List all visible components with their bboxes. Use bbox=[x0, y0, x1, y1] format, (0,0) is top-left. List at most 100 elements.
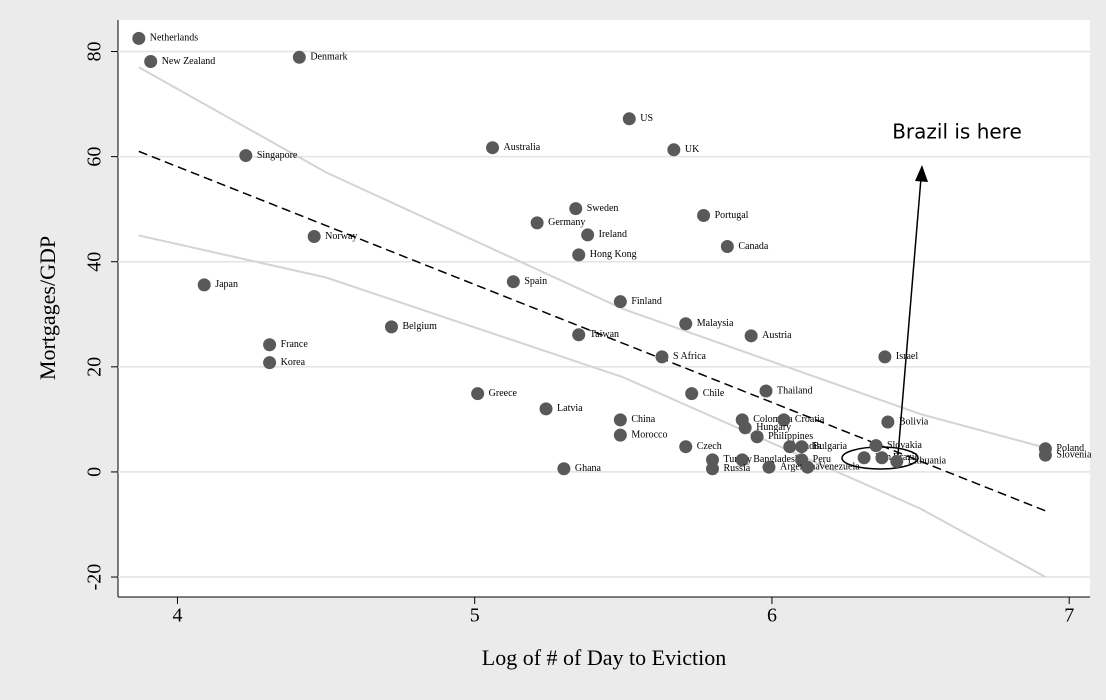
point bbox=[738, 421, 752, 435]
point bbox=[685, 387, 699, 401]
point-label: Japan bbox=[215, 279, 238, 290]
point bbox=[486, 141, 500, 155]
point bbox=[144, 55, 158, 69]
point-label: Singapore bbox=[257, 150, 298, 161]
point-label: Denmark bbox=[310, 52, 347, 63]
point bbox=[697, 208, 711, 222]
point-label: Australia bbox=[504, 142, 541, 153]
annotation: Brazil is here bbox=[892, 120, 1022, 144]
point bbox=[869, 439, 883, 453]
point bbox=[572, 328, 586, 342]
point bbox=[795, 440, 809, 454]
point-label: China bbox=[631, 414, 655, 425]
y-tick-label: 60 bbox=[84, 147, 106, 167]
point bbox=[384, 320, 398, 334]
point-label: Venezuela bbox=[819, 461, 861, 472]
point bbox=[613, 428, 627, 442]
point-label: France bbox=[281, 339, 309, 350]
point bbox=[1038, 448, 1052, 462]
point-label: Poland bbox=[1056, 443, 1084, 454]
point bbox=[705, 462, 719, 476]
point bbox=[613, 413, 627, 427]
point-label: Slovakia bbox=[887, 440, 923, 451]
point-label: New Zealand bbox=[162, 56, 216, 67]
point bbox=[572, 248, 586, 262]
point bbox=[783, 440, 797, 454]
point-label: Philippines bbox=[768, 431, 813, 442]
confidence-band bbox=[138, 234, 1046, 578]
point bbox=[679, 317, 693, 331]
point-label: Canada bbox=[738, 241, 769, 252]
point bbox=[263, 356, 277, 370]
y-tick-label: 40 bbox=[84, 252, 106, 272]
y-tick-label: 20 bbox=[84, 357, 106, 377]
y-axis-label: Mortgages/GDP bbox=[35, 236, 60, 380]
point bbox=[197, 278, 211, 292]
point bbox=[506, 275, 520, 289]
point-label: Greece bbox=[489, 388, 518, 399]
arrow-head bbox=[915, 165, 928, 182]
point bbox=[622, 112, 636, 126]
point-label: Slovenia bbox=[1056, 449, 1092, 460]
point bbox=[530, 216, 544, 230]
point-label: Chile bbox=[703, 388, 725, 399]
point bbox=[744, 329, 758, 343]
point-label: Morocco bbox=[631, 429, 667, 440]
point-label: Argentina bbox=[780, 461, 820, 472]
point-label: Croatia bbox=[795, 414, 825, 425]
confidence-band bbox=[138, 66, 1046, 449]
point-label: Bulgaria bbox=[813, 441, 848, 452]
point bbox=[762, 460, 776, 474]
point-label: Korea bbox=[281, 357, 306, 368]
point bbox=[613, 295, 627, 309]
arrow-shaft bbox=[897, 177, 922, 456]
point bbox=[890, 454, 904, 468]
point bbox=[875, 451, 889, 465]
point bbox=[292, 50, 306, 64]
point-label: Finland bbox=[631, 296, 662, 307]
point-label: Thailand bbox=[777, 385, 813, 396]
x-axis-label: Log of # of Day to Eviction bbox=[482, 645, 726, 670]
plot-area bbox=[118, 20, 1090, 597]
y-tick-label: -20 bbox=[84, 564, 106, 591]
point bbox=[263, 338, 277, 352]
point-label: Peru bbox=[813, 454, 831, 465]
point-label: UK bbox=[685, 144, 700, 155]
point-label: Israel bbox=[896, 351, 918, 362]
x-tick-label: 7 bbox=[1064, 605, 1074, 627]
point bbox=[557, 462, 571, 476]
point-label: Spain bbox=[524, 276, 547, 287]
point-label: Lithuania bbox=[908, 456, 947, 467]
point bbox=[307, 230, 321, 244]
point bbox=[801, 460, 815, 474]
point-label: Ghana bbox=[575, 463, 602, 474]
point-label: Czech bbox=[697, 441, 722, 452]
point bbox=[720, 239, 734, 253]
point bbox=[705, 453, 719, 467]
point-label: India bbox=[801, 441, 822, 452]
point-label: Belgium bbox=[402, 321, 437, 332]
point-label: Latvia bbox=[557, 403, 583, 414]
point-label: Bolivia bbox=[899, 416, 929, 427]
point-label: Russia bbox=[723, 463, 750, 474]
point-label: Germany bbox=[548, 217, 585, 228]
point bbox=[777, 413, 791, 427]
point bbox=[655, 350, 669, 364]
point-label: Ireland bbox=[599, 229, 627, 240]
point bbox=[471, 387, 485, 401]
point bbox=[759, 384, 773, 398]
point bbox=[857, 451, 871, 465]
fit-line bbox=[138, 150, 1046, 512]
x-tick-label: 4 bbox=[172, 605, 182, 627]
point-label: Colombia bbox=[753, 414, 793, 425]
x-tick-label: 5 bbox=[470, 605, 480, 627]
point-label: Netherlands bbox=[150, 33, 198, 44]
point-label: Hungary bbox=[756, 422, 791, 433]
x-tick-label: 6 bbox=[767, 605, 777, 627]
point bbox=[239, 149, 253, 163]
point-label: S Africa bbox=[673, 351, 707, 362]
point bbox=[750, 430, 764, 444]
point-label: Austria bbox=[762, 330, 792, 341]
y-tick-label: 80 bbox=[84, 42, 106, 62]
